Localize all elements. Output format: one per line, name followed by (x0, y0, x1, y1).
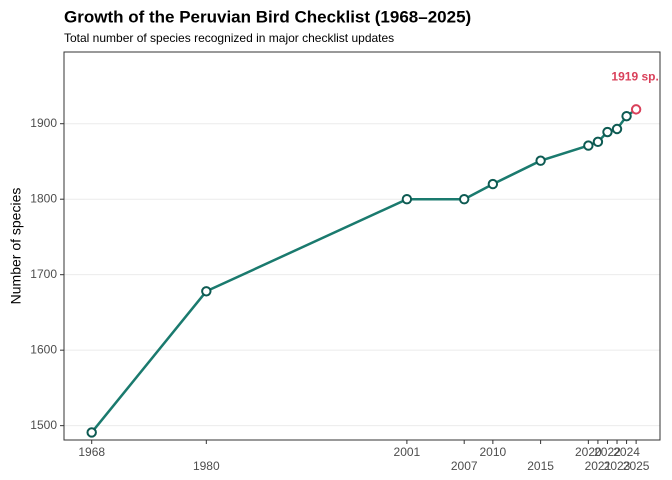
y-tick-label: 1600 (30, 342, 57, 356)
x-tick-label: 1980 (193, 459, 220, 473)
x-tick-label: 2025 (623, 459, 650, 473)
point (592, 136, 604, 148)
annotation: 1919 sp. (611, 70, 658, 84)
y-tick-label: 1500 (30, 418, 57, 432)
point (86, 427, 97, 438)
y-axis-label: Number of species (8, 188, 24, 305)
chart-title: Growth of the Peruvian Bird Checklist (1… (64, 7, 471, 26)
series-line (90, 108, 637, 434)
highlight-point (630, 104, 642, 115)
x-tick-label: 2010 (480, 445, 507, 459)
y-tick-label: 1700 (30, 267, 57, 281)
x-tick-label: 2001 (394, 445, 421, 459)
x-tick-label: 2007 (451, 459, 478, 473)
x-tick-label: 2022 (594, 445, 621, 459)
point (458, 193, 470, 205)
point (611, 123, 623, 135)
y-tick-label: 1800 (30, 191, 57, 205)
x-tick-label: 2023 (604, 459, 631, 473)
x-tick-label: 2021 (585, 459, 612, 473)
point (487, 178, 499, 190)
y-tick-label: 1900 (30, 116, 57, 130)
point (401, 193, 413, 205)
point (621, 110, 632, 122)
chart-subtitle: Total number of species recognized in ma… (64, 31, 394, 45)
point (583, 140, 594, 151)
point (602, 126, 613, 138)
x-tick-label: 1968 (78, 445, 105, 459)
x-tick-label: 2020 (575, 445, 602, 459)
point (201, 286, 212, 297)
panel-border (63, 51, 661, 441)
x-tick-label: 2015 (527, 459, 554, 473)
x-tick-label: 2024 (613, 445, 640, 459)
point (535, 155, 546, 166)
